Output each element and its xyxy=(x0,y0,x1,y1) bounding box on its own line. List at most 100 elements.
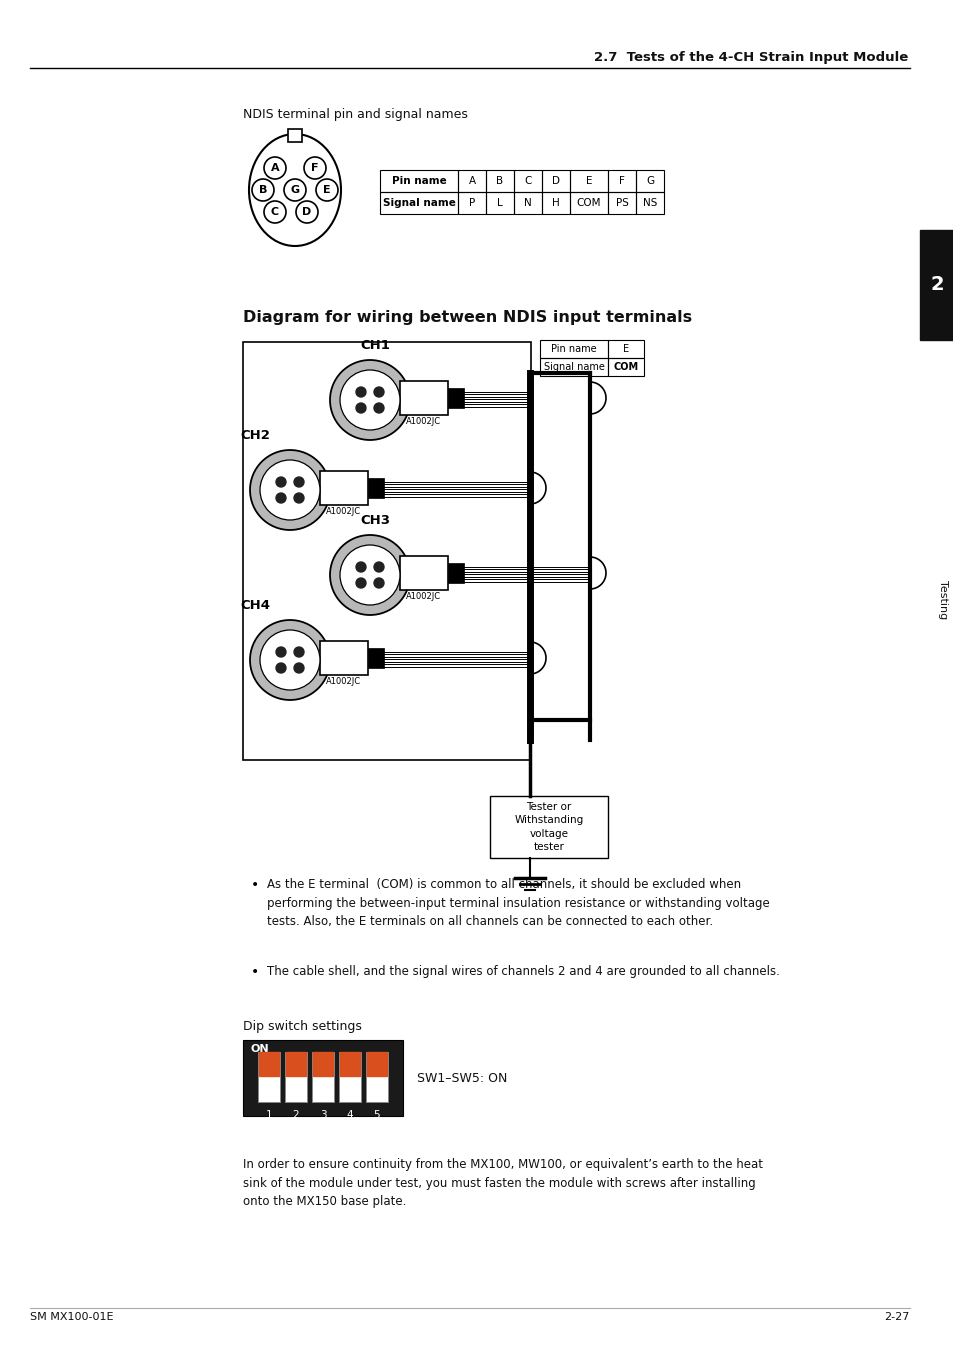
Bar xyxy=(367,1052,387,1076)
Bar xyxy=(514,170,541,192)
Text: A1002JC: A1002JC xyxy=(406,417,441,427)
Circle shape xyxy=(264,157,286,180)
Text: As the E terminal  (COM) is common to all channels, it should be excluded when
p: As the E terminal (COM) is common to all… xyxy=(267,878,769,927)
Bar xyxy=(539,358,607,377)
Bar xyxy=(514,192,541,215)
Text: Testing: Testing xyxy=(937,580,947,620)
Text: E: E xyxy=(323,185,331,194)
Text: F: F xyxy=(618,176,624,186)
Text: B: B xyxy=(258,185,267,194)
Text: N: N xyxy=(523,198,532,208)
Text: A1002JC: A1002JC xyxy=(406,593,441,601)
Circle shape xyxy=(294,647,304,657)
Bar xyxy=(539,340,607,358)
Text: SM MX100-01E: SM MX100-01E xyxy=(30,1312,113,1322)
Text: G: G xyxy=(645,176,654,186)
Bar xyxy=(448,563,463,583)
Ellipse shape xyxy=(249,134,340,246)
Text: Tester or
Withstanding
voltage
tester: Tester or Withstanding voltage tester xyxy=(514,802,583,852)
Circle shape xyxy=(330,535,410,616)
Circle shape xyxy=(295,201,317,223)
Text: NDIS terminal pin and signal names: NDIS terminal pin and signal names xyxy=(243,108,467,122)
Bar xyxy=(258,1052,278,1076)
Text: H: H xyxy=(552,198,559,208)
Text: 2-27: 2-27 xyxy=(883,1312,909,1322)
Circle shape xyxy=(284,180,306,201)
Text: CH1: CH1 xyxy=(359,339,390,352)
Bar xyxy=(243,1040,402,1116)
Circle shape xyxy=(355,404,366,413)
Circle shape xyxy=(355,578,366,589)
Bar xyxy=(490,796,607,859)
Bar xyxy=(339,1052,359,1076)
Circle shape xyxy=(294,477,304,487)
Text: A: A xyxy=(271,163,279,173)
Bar xyxy=(379,192,457,215)
Text: Signal name: Signal name xyxy=(543,362,604,373)
Text: P: P xyxy=(468,198,475,208)
Bar xyxy=(399,381,448,414)
Circle shape xyxy=(275,477,286,487)
Text: •: • xyxy=(251,878,259,892)
Text: 1: 1 xyxy=(265,1110,272,1120)
Bar xyxy=(399,556,448,590)
Text: A1002JC: A1002JC xyxy=(326,676,361,686)
Bar xyxy=(319,641,368,675)
Bar xyxy=(919,230,953,340)
Bar xyxy=(286,1052,306,1076)
Bar xyxy=(485,170,514,192)
Bar xyxy=(636,192,663,215)
Text: CH2: CH2 xyxy=(240,429,270,441)
Circle shape xyxy=(315,180,337,201)
Text: F: F xyxy=(311,163,318,173)
Bar xyxy=(379,170,457,192)
Circle shape xyxy=(355,562,366,572)
Circle shape xyxy=(275,663,286,674)
Circle shape xyxy=(304,157,326,180)
Bar xyxy=(338,1052,360,1102)
Bar xyxy=(485,192,514,215)
Bar xyxy=(285,1052,307,1102)
Bar xyxy=(368,648,384,668)
Bar xyxy=(313,1052,333,1076)
Circle shape xyxy=(374,404,384,413)
Text: B: B xyxy=(496,176,503,186)
Text: 2.7  Tests of the 4-CH Strain Input Module: 2.7 Tests of the 4-CH Strain Input Modul… xyxy=(593,51,907,63)
Bar xyxy=(257,1052,280,1102)
Text: SW1–SW5: ON: SW1–SW5: ON xyxy=(416,1072,507,1084)
Text: CH4: CH4 xyxy=(240,599,270,612)
Text: 5: 5 xyxy=(374,1110,380,1120)
Bar xyxy=(541,192,569,215)
Text: In order to ensure continuity from the MX100, MW100, or equivalent’s earth to th: In order to ensure continuity from the M… xyxy=(243,1158,762,1208)
Bar xyxy=(457,170,485,192)
Bar xyxy=(607,192,636,215)
Bar xyxy=(607,340,643,358)
Bar xyxy=(607,358,643,377)
Circle shape xyxy=(339,545,399,605)
Bar xyxy=(288,130,302,142)
Text: G: G xyxy=(290,185,299,194)
Bar xyxy=(243,342,531,760)
Text: D: D xyxy=(552,176,559,186)
Bar xyxy=(366,1052,388,1102)
Text: Pin name: Pin name xyxy=(392,176,446,186)
Bar xyxy=(312,1052,334,1102)
Text: CH3: CH3 xyxy=(359,514,390,526)
Circle shape xyxy=(252,180,274,201)
Bar xyxy=(569,170,607,192)
Circle shape xyxy=(339,370,399,431)
Text: Dip switch settings: Dip switch settings xyxy=(243,1021,361,1033)
Text: 2: 2 xyxy=(929,275,943,294)
Text: A1002JC: A1002JC xyxy=(326,508,361,516)
Circle shape xyxy=(374,387,384,397)
Circle shape xyxy=(355,387,366,397)
Text: Signal name: Signal name xyxy=(382,198,455,208)
Text: PS: PS xyxy=(615,198,628,208)
Text: 4: 4 xyxy=(346,1110,353,1120)
Text: 2: 2 xyxy=(293,1110,299,1120)
Text: •: • xyxy=(251,965,259,979)
Bar xyxy=(636,170,663,192)
Bar xyxy=(319,471,368,505)
Circle shape xyxy=(250,450,330,531)
Bar xyxy=(607,170,636,192)
